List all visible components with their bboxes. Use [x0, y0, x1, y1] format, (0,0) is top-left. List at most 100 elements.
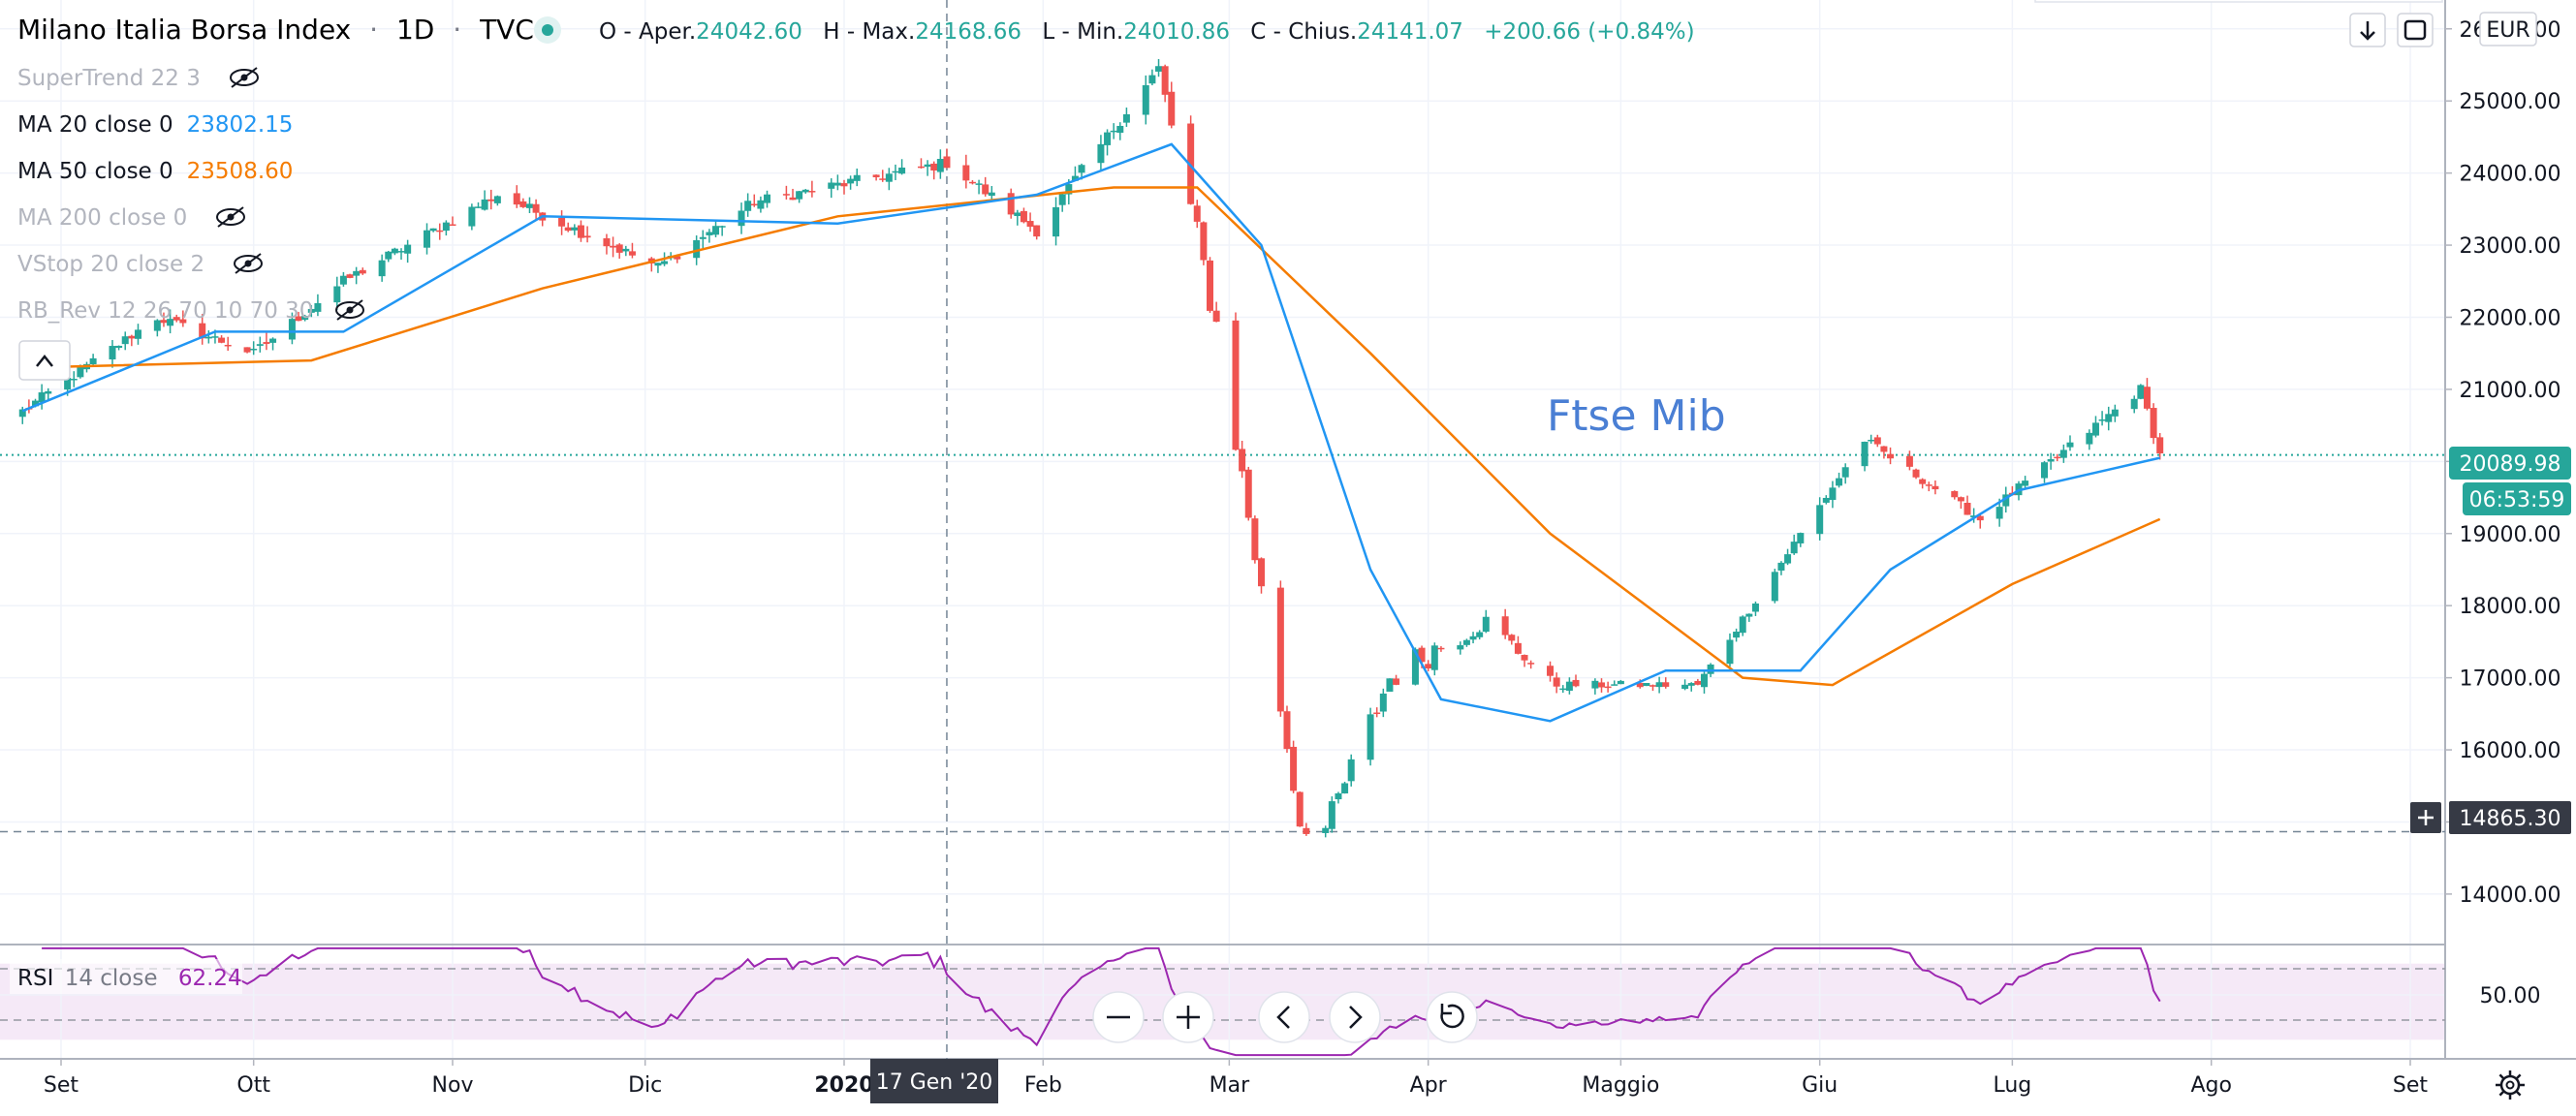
price-tick-label: 22000.00: [2460, 306, 2561, 330]
candle: [833, 174, 841, 191]
fullscreen-button[interactable]: [2397, 13, 2434, 47]
eye-off-icon[interactable]: [216, 206, 245, 228]
candle: [1873, 434, 1881, 448]
candle: [847, 175, 855, 190]
candle: [519, 198, 527, 208]
candle: [1239, 440, 1246, 479]
add-alert-button[interactable]: [2410, 802, 2441, 833]
arrow-down-icon: [2360, 21, 2375, 41]
candle: [397, 248, 405, 261]
candle: [917, 158, 925, 170]
candle: [1514, 636, 1522, 655]
visibility-toggle[interactable]: [534, 16, 561, 44]
scroll-right-button[interactable]: [1329, 991, 1381, 1043]
plus-icon: [2418, 810, 2434, 825]
time-axis[interactable]: Set Ott Nov Dic 2020 Feb Mar Apr Maggio Giu Lug Ago…: [44, 1059, 2429, 1098]
candle: [1604, 681, 1612, 693]
candle: [1430, 642, 1438, 676]
candle: [109, 340, 116, 368]
candle: [301, 314, 309, 322]
candle: [468, 203, 476, 231]
time-tick-label: Ago: [2190, 1073, 2231, 1098]
ma50-line: [22, 186, 2161, 687]
candle: [654, 263, 662, 273]
candle: [879, 170, 887, 182]
candle: [712, 219, 720, 237]
candle: [1283, 705, 1291, 754]
candle: [706, 229, 713, 243]
candle: [1559, 685, 1567, 694]
last-price-label: 20089.98: [2449, 447, 2571, 480]
candle: [1655, 676, 1663, 694]
candle: [89, 354, 97, 365]
svg-text:RSI 14 close 62.24: RSI 14 close 62.24: [17, 966, 242, 991]
candle: [1071, 166, 1079, 181]
candle: [307, 304, 315, 318]
currency-button[interactable]: EUR: [2479, 12, 2537, 46]
candle: [1970, 508, 1978, 523]
eye-off-icon[interactable]: [230, 67, 259, 88]
candle: [1148, 69, 1156, 86]
candle: [1822, 495, 1830, 505]
candle: [1462, 638, 1470, 647]
price-tick-label: 23000.00: [2460, 234, 2561, 259]
candle: [1553, 672, 1560, 694]
candle: [982, 176, 990, 197]
candle: [1052, 197, 1060, 246]
candle: [1521, 654, 1528, 667]
eye-off-icon[interactable]: [234, 253, 263, 274]
chart-annotation[interactable]: Ftse Mib: [1547, 391, 1726, 441]
svg-text:50.00: 50.00: [2480, 984, 2541, 1008]
download-button[interactable]: [2349, 13, 2386, 47]
time-tick-label: Ott: [236, 1073, 270, 1098]
candle: [128, 334, 136, 347]
candle: [1957, 496, 1964, 510]
candle: [2098, 411, 2106, 426]
candle: [436, 223, 444, 240]
plus-icon: [1177, 1006, 1200, 1029]
candle: [2150, 403, 2157, 445]
candle: [1328, 796, 1335, 833]
candle: [474, 202, 482, 208]
settings-button[interactable]: [2496, 1070, 2525, 1100]
candle: [782, 185, 790, 200]
candle: [1257, 557, 1265, 594]
candle: [314, 294, 322, 317]
eye-off-icon[interactable]: [335, 299, 364, 321]
candle: [892, 164, 899, 180]
candle: [1565, 677, 1573, 695]
symbol-legend: Milano Italia Borsa Index · 1D · TVC O -…: [17, 14, 1695, 46]
candle: [1976, 513, 1984, 529]
candle: [1014, 209, 1021, 226]
candle: [2040, 460, 2048, 483]
visibility-circle-icon: [542, 24, 553, 36]
candle: [1572, 674, 1580, 688]
candle: [525, 197, 533, 213]
reset-chart-button[interactable]: [1426, 991, 1478, 1043]
candle: [1963, 495, 1971, 515]
rsi-legend[interactable]: RSI 14 close 62.24: [10, 959, 242, 994]
candle: [179, 310, 187, 327]
candle: [38, 384, 46, 410]
scroll-left-button[interactable]: [1258, 991, 1310, 1043]
candle: [1058, 192, 1066, 212]
zoom-in-button[interactable]: [1162, 991, 1214, 1043]
candle: [1026, 212, 1034, 232]
collapse-legend-button[interactable]: [18, 340, 71, 381]
candle: [610, 236, 617, 258]
price-tick-label: 24000.00: [2460, 163, 2561, 187]
candle: [1932, 480, 1939, 495]
candle: [1341, 781, 1349, 794]
candle: [1790, 534, 1798, 555]
candle: [968, 180, 976, 185]
candle: [167, 309, 174, 334]
svg-text:VStop 20 close 2: VStop 20 close 2: [17, 252, 204, 277]
zoom-out-button[interactable]: [1092, 991, 1145, 1043]
indicator-legend[interactable]: SuperTrend 22 3 MA 20 close 0 23802.15 MA…: [17, 66, 364, 381]
candle: [750, 194, 758, 207]
candle: [1290, 740, 1298, 793]
